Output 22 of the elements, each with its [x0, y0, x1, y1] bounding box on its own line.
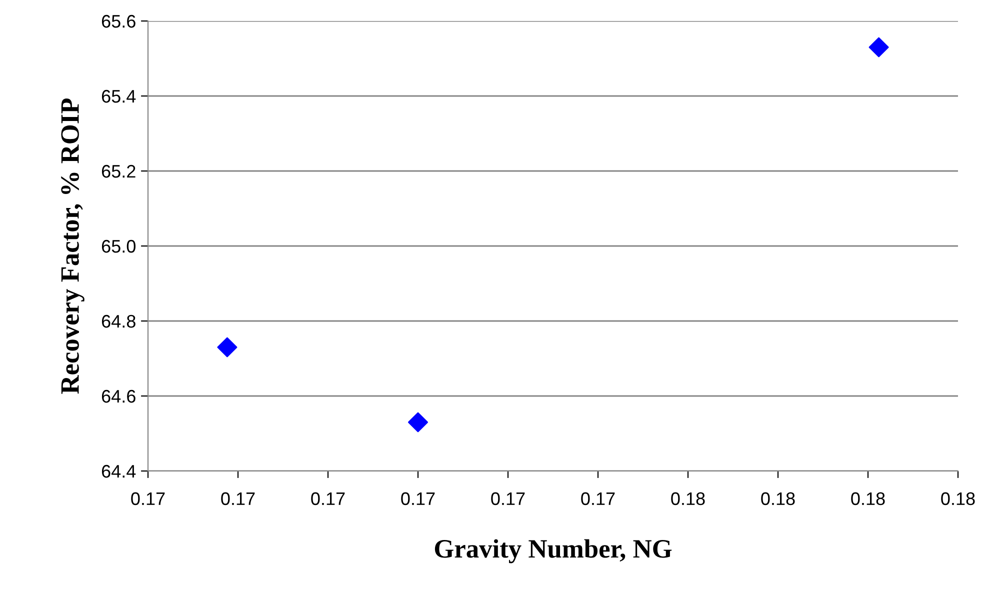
y-tick-label: 65.2: [102, 164, 136, 178]
x-tick-label: 0.18: [671, 492, 705, 506]
x-tick-label: 0.18: [941, 492, 975, 506]
y-tick-label: 64.6: [102, 390, 136, 403]
y-tick-label: 65.6: [102, 14, 136, 28]
x-tick-label: 0.18: [761, 492, 795, 506]
x-tick-label: 0.18: [851, 492, 885, 506]
y-tick-label: 65.4: [102, 90, 136, 103]
y-tick-label: 65.0: [102, 240, 136, 253]
x-tick-label: 0.17: [131, 492, 165, 506]
x-tick-label: 0.17: [581, 492, 615, 506]
point: [868, 37, 889, 58]
y-axis-title: Recovery Factor, % ROIP: [61, 98, 84, 394]
x-tick-label: 0.17: [491, 492, 525, 506]
x-tick-label: 0.17: [311, 492, 345, 506]
point: [408, 412, 428, 432]
y-tick-label: 64.4: [102, 464, 136, 478]
point: [217, 337, 238, 358]
x-tick-label: 0.17: [401, 492, 435, 506]
x-axis-title: Gravity Number, NG: [434, 539, 672, 564]
x-tick-label: 0.17: [221, 492, 255, 506]
y-tick-label: 64.8: [102, 314, 136, 328]
